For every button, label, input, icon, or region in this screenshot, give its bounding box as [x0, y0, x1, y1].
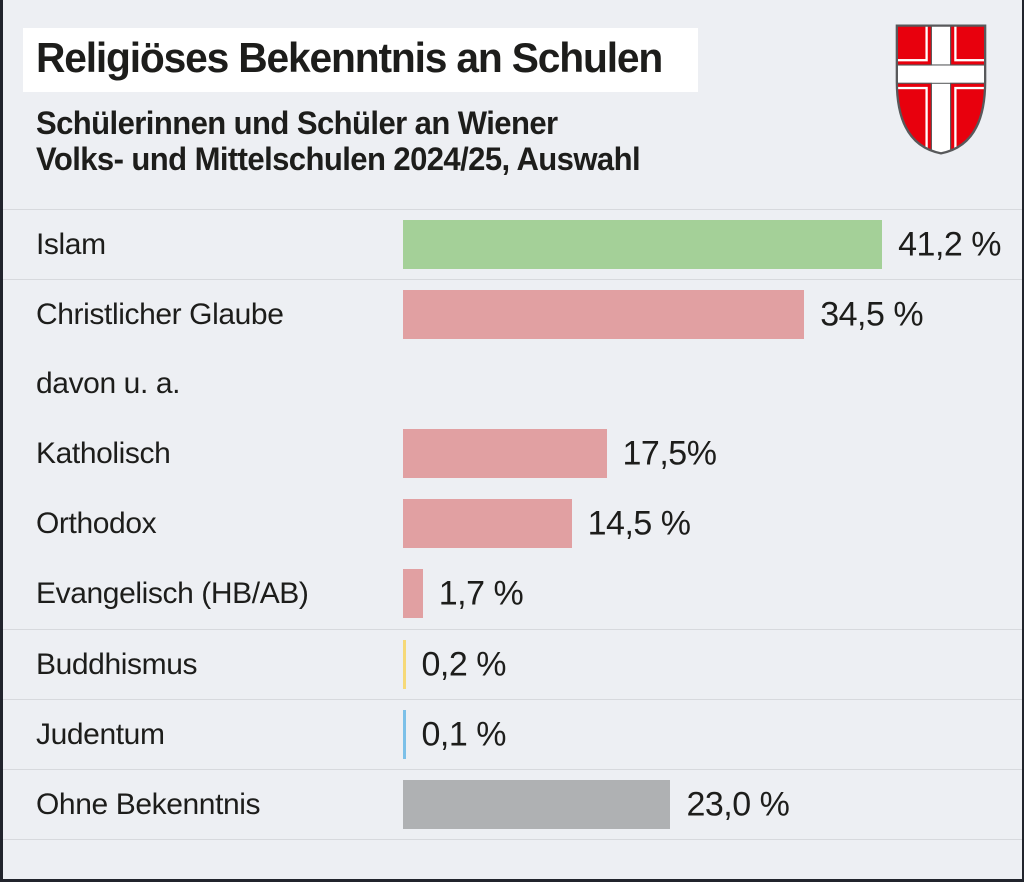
bar: [403, 290, 805, 339]
category-label: Ohne Bekenntnis: [36, 787, 261, 821]
chart-row: Islam 41,2 %: [3, 209, 1022, 279]
bar: [403, 499, 572, 548]
page-title: Religiöses Bekenntnis an Schulen: [36, 34, 663, 81]
chart-row: Buddhismus 0,2 %: [3, 629, 1022, 699]
category-label: Christlicher Glaube: [36, 297, 284, 331]
subtitle-line-1: Schülerinnen und Schüler an Wiener: [36, 105, 558, 141]
value-label: 0,2 %: [421, 645, 507, 683]
chart-row: Judentum 0,1 %: [3, 699, 1022, 769]
category-label: Orthodox: [36, 507, 157, 540]
bar: [403, 640, 406, 689]
vienna-coat-of-arms-icon: [895, 24, 987, 155]
value-label: 34,5 %: [820, 295, 924, 333]
value-label: 23,0 %: [686, 785, 790, 823]
value-label: 1,7 %: [438, 574, 524, 613]
bar: [403, 220, 883, 269]
chart-row: Evangelisch (HB/AB) 1,7 %: [3, 559, 1022, 629]
category-label: Evangelisch (HB/AB): [36, 577, 309, 610]
chart-row: Christlicher Glaube 34,5 %: [3, 279, 1022, 349]
bar: [403, 710, 406, 759]
category-label: Katholisch: [36, 437, 171, 470]
chart-row: Ohne Bekenntnis 23,0 %: [3, 769, 1022, 839]
bar-chart: Islam 41,2 % Christlicher Glaube 34,5 % …: [3, 209, 1022, 839]
subtitle-line-2: Volks- und Mittelschulen 2024/25, Auswah…: [36, 141, 641, 177]
category-label: davon u. a.: [36, 367, 181, 400]
value-label: 0,1 %: [421, 715, 507, 753]
chart-row: davon u. a.: [3, 349, 1022, 419]
value-label: 41,2 %: [898, 225, 1001, 263]
bar: [403, 569, 423, 618]
category-label: Judentum: [36, 717, 165, 751]
value-label: 17,5%: [622, 434, 717, 473]
chart-bottom-divider: [3, 839, 1022, 840]
category-label: Buddhismus: [36, 647, 198, 681]
bar: [403, 429, 607, 478]
title-box: Religiöses Bekenntnis an Schulen: [23, 28, 699, 92]
chart-row: Katholisch 17,5%: [3, 419, 1022, 489]
value-label: 14,5 %: [587, 504, 691, 543]
chart-subtitle: Schülerinnen und Schüler an Wiener Volks…: [36, 105, 992, 177]
bar: [403, 780, 671, 829]
category-label: Islam: [36, 227, 106, 261]
chart-row: Orthodox 14,5 %: [3, 489, 1022, 559]
